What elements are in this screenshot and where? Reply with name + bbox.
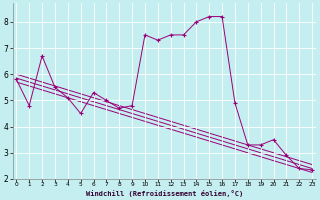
- X-axis label: Windchill (Refroidissement éolien,°C): Windchill (Refroidissement éolien,°C): [85, 190, 243, 197]
